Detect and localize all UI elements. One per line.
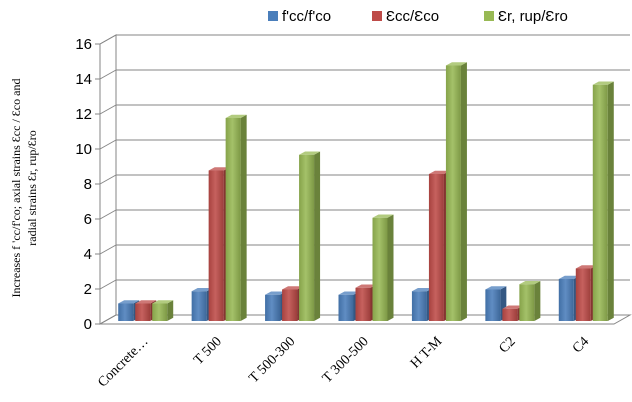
gridline-depth	[99, 104, 117, 115]
bar-top	[135, 300, 157, 304]
category-label: Concrete…	[95, 334, 151, 390]
bar-front	[445, 65, 461, 321]
x-axis-categories: Concrete… T 500 T 500-300 T 300-500 H T-M C2 C…	[95, 334, 592, 391]
category-label: C2	[497, 334, 519, 356]
gridline-depth	[99, 314, 117, 325]
y-tick-label: 14	[75, 71, 92, 88]
y-axis-label-line: radial strains Ɛr, rup/Ɛro	[25, 130, 39, 246]
bar-front	[575, 268, 591, 321]
bar-top	[355, 284, 377, 288]
bar-front	[485, 289, 501, 321]
category-label: H T-M	[408, 334, 446, 372]
bar-front	[502, 308, 518, 321]
category-label: T 300-500	[320, 334, 372, 386]
gridline-depth	[99, 69, 117, 80]
bar	[592, 81, 614, 321]
bar-front	[208, 170, 224, 321]
bar-top	[372, 214, 394, 218]
bar-front	[558, 279, 574, 321]
gridlines	[95, 34, 630, 325]
bar-side	[607, 81, 614, 321]
legend-swatch	[268, 11, 278, 21]
bar-front	[428, 174, 444, 321]
bar	[152, 300, 174, 321]
y-tick-label: 8	[84, 176, 92, 193]
bar-front	[338, 294, 354, 321]
legend-label: Ɛr, rup/Ɛro	[498, 8, 568, 25]
bar-front	[265, 294, 281, 321]
bar	[519, 280, 541, 321]
gridline-depth	[99, 244, 117, 255]
y-tick-label: 16	[75, 36, 92, 53]
legend: f'cc/f'co Ɛcc/Ɛco Ɛr, rup/Ɛro	[268, 8, 568, 25]
y-axis-label: Increases f 'cc/f'co; axial strains Ɛcc …	[9, 79, 39, 298]
bar-top	[485, 286, 507, 290]
gridline-depth	[99, 34, 117, 45]
category-label: C4	[570, 334, 592, 356]
gridline-depth	[99, 279, 117, 290]
bar-side	[460, 62, 467, 321]
bar-top	[282, 286, 304, 290]
gridline-depth	[99, 139, 117, 150]
category-label: T 500	[191, 334, 225, 368]
bar-top	[299, 151, 321, 155]
bar-top	[265, 291, 287, 295]
bar-top	[445, 62, 467, 66]
y-tick-label: 12	[75, 106, 92, 123]
bar-top	[575, 265, 597, 269]
category-label: T 500-300	[246, 334, 298, 386]
bar-front	[282, 289, 298, 321]
y-tick-label: 10	[75, 141, 92, 158]
bar-top	[118, 300, 140, 304]
bar-front	[118, 303, 134, 321]
bar-front	[152, 303, 168, 321]
y-tick-label: 6	[84, 211, 92, 228]
y-tick-label: 0	[84, 316, 92, 333]
bar-top	[519, 280, 541, 285]
y-tick-label: 4	[84, 246, 92, 263]
bar-side	[167, 300, 174, 321]
bars	[118, 62, 614, 321]
y-axis-ticks: 0 2 4 6 8 10 12 14 16	[75, 36, 92, 333]
bar-top	[208, 167, 230, 171]
bar-side	[534, 280, 541, 321]
bar-top	[338, 291, 360, 295]
bar-front	[299, 154, 315, 321]
bar-side	[387, 214, 394, 321]
bar-top	[411, 287, 433, 292]
legend-swatch	[484, 11, 494, 21]
bar-front	[372, 217, 388, 321]
legend-swatch	[372, 11, 382, 21]
bar-side	[314, 151, 321, 321]
bar-top	[428, 170, 450, 174]
bar-front	[519, 284, 535, 321]
bar	[338, 291, 360, 321]
y-tick-label: 2	[84, 281, 92, 298]
bar	[372, 214, 394, 321]
legend-label: Ɛcc/Ɛco	[386, 8, 439, 25]
bar-top	[152, 300, 174, 304]
bar-front	[411, 291, 427, 321]
bar-front	[135, 303, 151, 321]
bar-top	[225, 114, 247, 118]
bar-top	[191, 287, 213, 292]
bar-top	[502, 305, 524, 309]
bar-front	[191, 291, 207, 321]
bar	[299, 151, 321, 321]
bar-top	[558, 275, 580, 279]
gridline-depth	[99, 209, 117, 220]
bar-top	[592, 81, 614, 85]
gridline-depth	[99, 174, 117, 185]
bar	[225, 114, 247, 321]
legend-label: f'cc/f'co	[282, 8, 331, 25]
bar-side	[240, 114, 247, 321]
bar-front	[592, 84, 608, 321]
bar-front	[355, 287, 371, 321]
bar	[445, 62, 467, 321]
y-axis-label-line: Increases f 'cc/f'co; axial strains Ɛcc …	[9, 79, 23, 298]
bar-front	[225, 118, 241, 321]
chart-walls	[98, 34, 632, 325]
